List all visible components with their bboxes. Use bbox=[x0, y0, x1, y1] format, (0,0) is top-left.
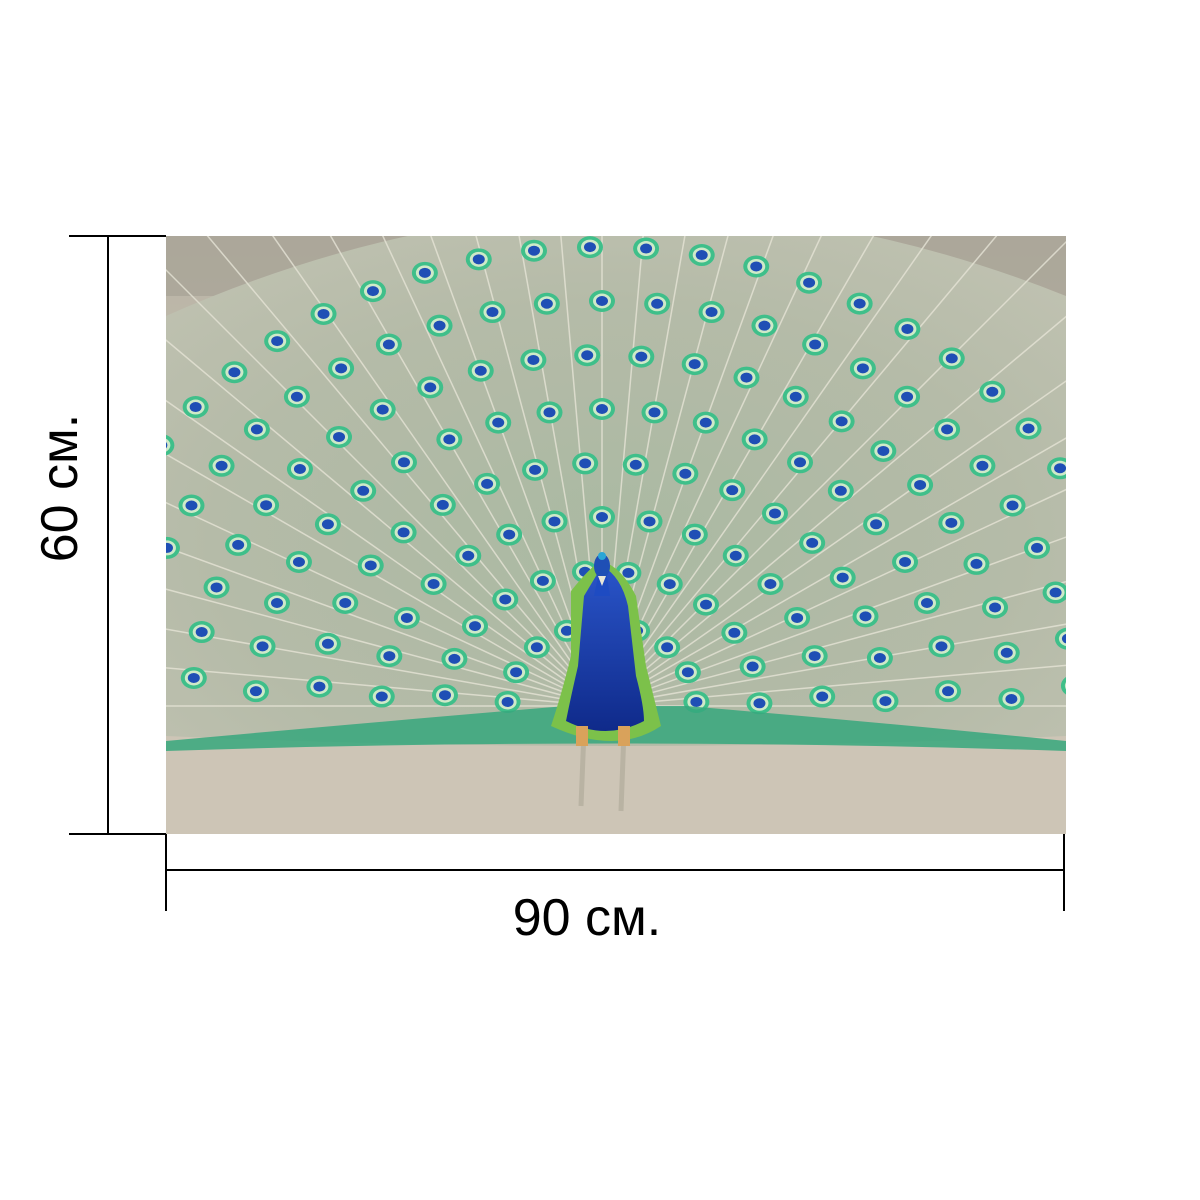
height-dimension-top-tick bbox=[69, 235, 166, 237]
height-dimension-line bbox=[107, 235, 109, 835]
peacock-body bbox=[551, 552, 661, 812]
feather-eyes bbox=[166, 236, 1066, 715]
width-label: 90 см. bbox=[512, 889, 662, 947]
peacock-photo bbox=[166, 236, 1066, 834]
height-dimension-bottom-tick bbox=[69, 833, 166, 835]
width-dimension-left-tick bbox=[165, 834, 167, 911]
height-label: 60 см. bbox=[31, 413, 89, 563]
width-dimension-right-tick bbox=[1063, 834, 1065, 911]
width-dimension-line bbox=[165, 869, 1065, 871]
